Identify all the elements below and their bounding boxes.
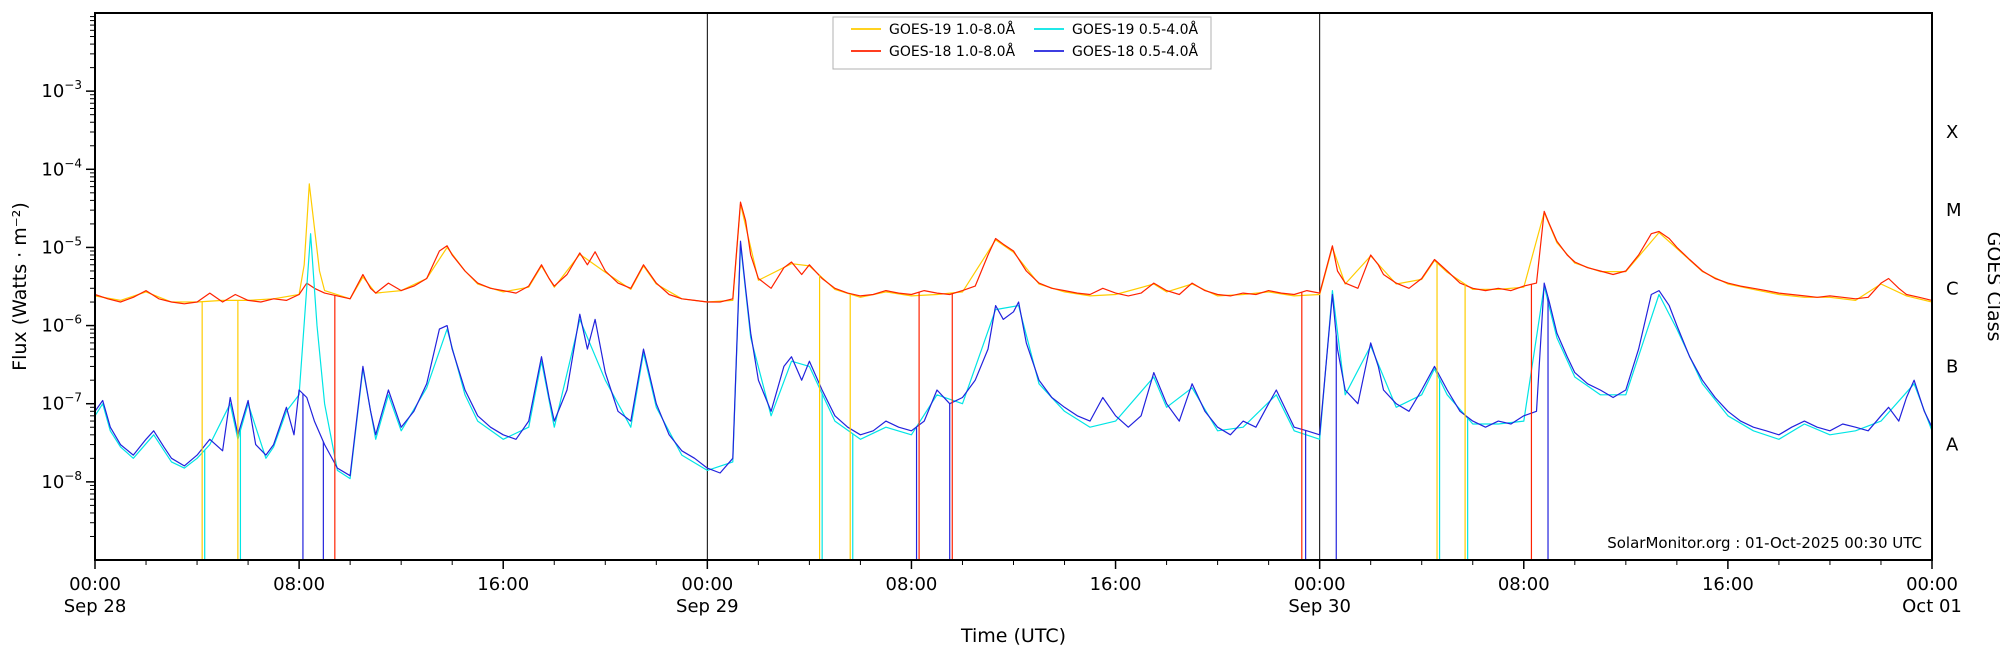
legend-label-goes19-long: GOES-19 1.0-8.0Å (889, 21, 1015, 38)
x-tick-label: 00:00 (1294, 574, 1346, 595)
axis-titles: Flux (Watts · m⁻²) GOES Class Time (UTC) (9, 202, 2000, 647)
legend-label-goes18-short: GOES-18 0.5-4.0Å (1072, 43, 1198, 60)
goes-class-label-A: A (1946, 435, 1959, 456)
y-axis-right-title: GOES Class (1983, 232, 2000, 342)
x-date-label: Sep 30 (1288, 596, 1351, 617)
legend-label-goes18-long: GOES-18 1.0-8.0Å (889, 43, 1015, 60)
y-tick-label: 10−6 (41, 313, 82, 337)
series-line-goes18-long (94, 201, 1933, 305)
series-line-goes19-short (94, 233, 1933, 480)
watermark-label: SolarMonitor.org : 01-Oct-2025 00:30 UTC (1607, 534, 1922, 552)
x-tick-label: 08:00 (886, 574, 938, 595)
y-axis-title: Flux (Watts · m⁻²) (9, 202, 31, 371)
x-tick-label: 00:00 (69, 574, 121, 595)
x-tick-label: 00:00 (1906, 574, 1958, 595)
y-axis: 10−3 10−4 10−5 10−6 10−7 10−8 (41, 16, 95, 537)
goes-class-label-M: M (1946, 200, 1962, 221)
legend-label-goes19-short: GOES-19 0.5-4.0Å (1072, 21, 1198, 38)
series-line-goes18-short (94, 240, 1933, 477)
goes-class-label-B: B (1946, 356, 1958, 377)
x-tick-label: 00:00 (681, 574, 733, 595)
series-lines (94, 183, 1933, 480)
goes-class-label-X: X (1946, 122, 1958, 143)
legend: GOES-19 1.0-8.0Å GOES-18 1.0-8.0Å GOES-19 … (832, 16, 1212, 70)
x-tick-label: 16:00 (477, 574, 529, 595)
x-tick-label: 16:00 (1090, 574, 1142, 595)
goes-class-label-C: C (1946, 278, 1959, 299)
x-axis-title: Time (UTC) (960, 625, 1066, 647)
x-date-label: Sep 29 (676, 596, 739, 617)
y-tick-label: 10−8 (41, 469, 82, 493)
x-tick-label: 16:00 (1702, 574, 1754, 595)
x-date-label: Oct 01 (1902, 596, 1962, 617)
data-gap-lines (201, 262, 1549, 559)
y-tick-label: 10−4 (41, 156, 82, 180)
y-tick-label: 10−5 (41, 234, 82, 258)
y-tick-label: 10−3 (41, 78, 82, 102)
goes-class-labels: X M C B A (1946, 122, 1962, 456)
legend-box (832, 16, 1212, 70)
x-date-label: Sep 28 (64, 596, 127, 617)
y-tick-label: 10−7 (41, 391, 82, 415)
day-boundary-lines (706, 13, 1321, 560)
x-tick-label: 08:00 (273, 574, 325, 595)
x-tick-label: 08:00 (1498, 574, 1550, 595)
series-line-goes19-long (94, 183, 1933, 303)
